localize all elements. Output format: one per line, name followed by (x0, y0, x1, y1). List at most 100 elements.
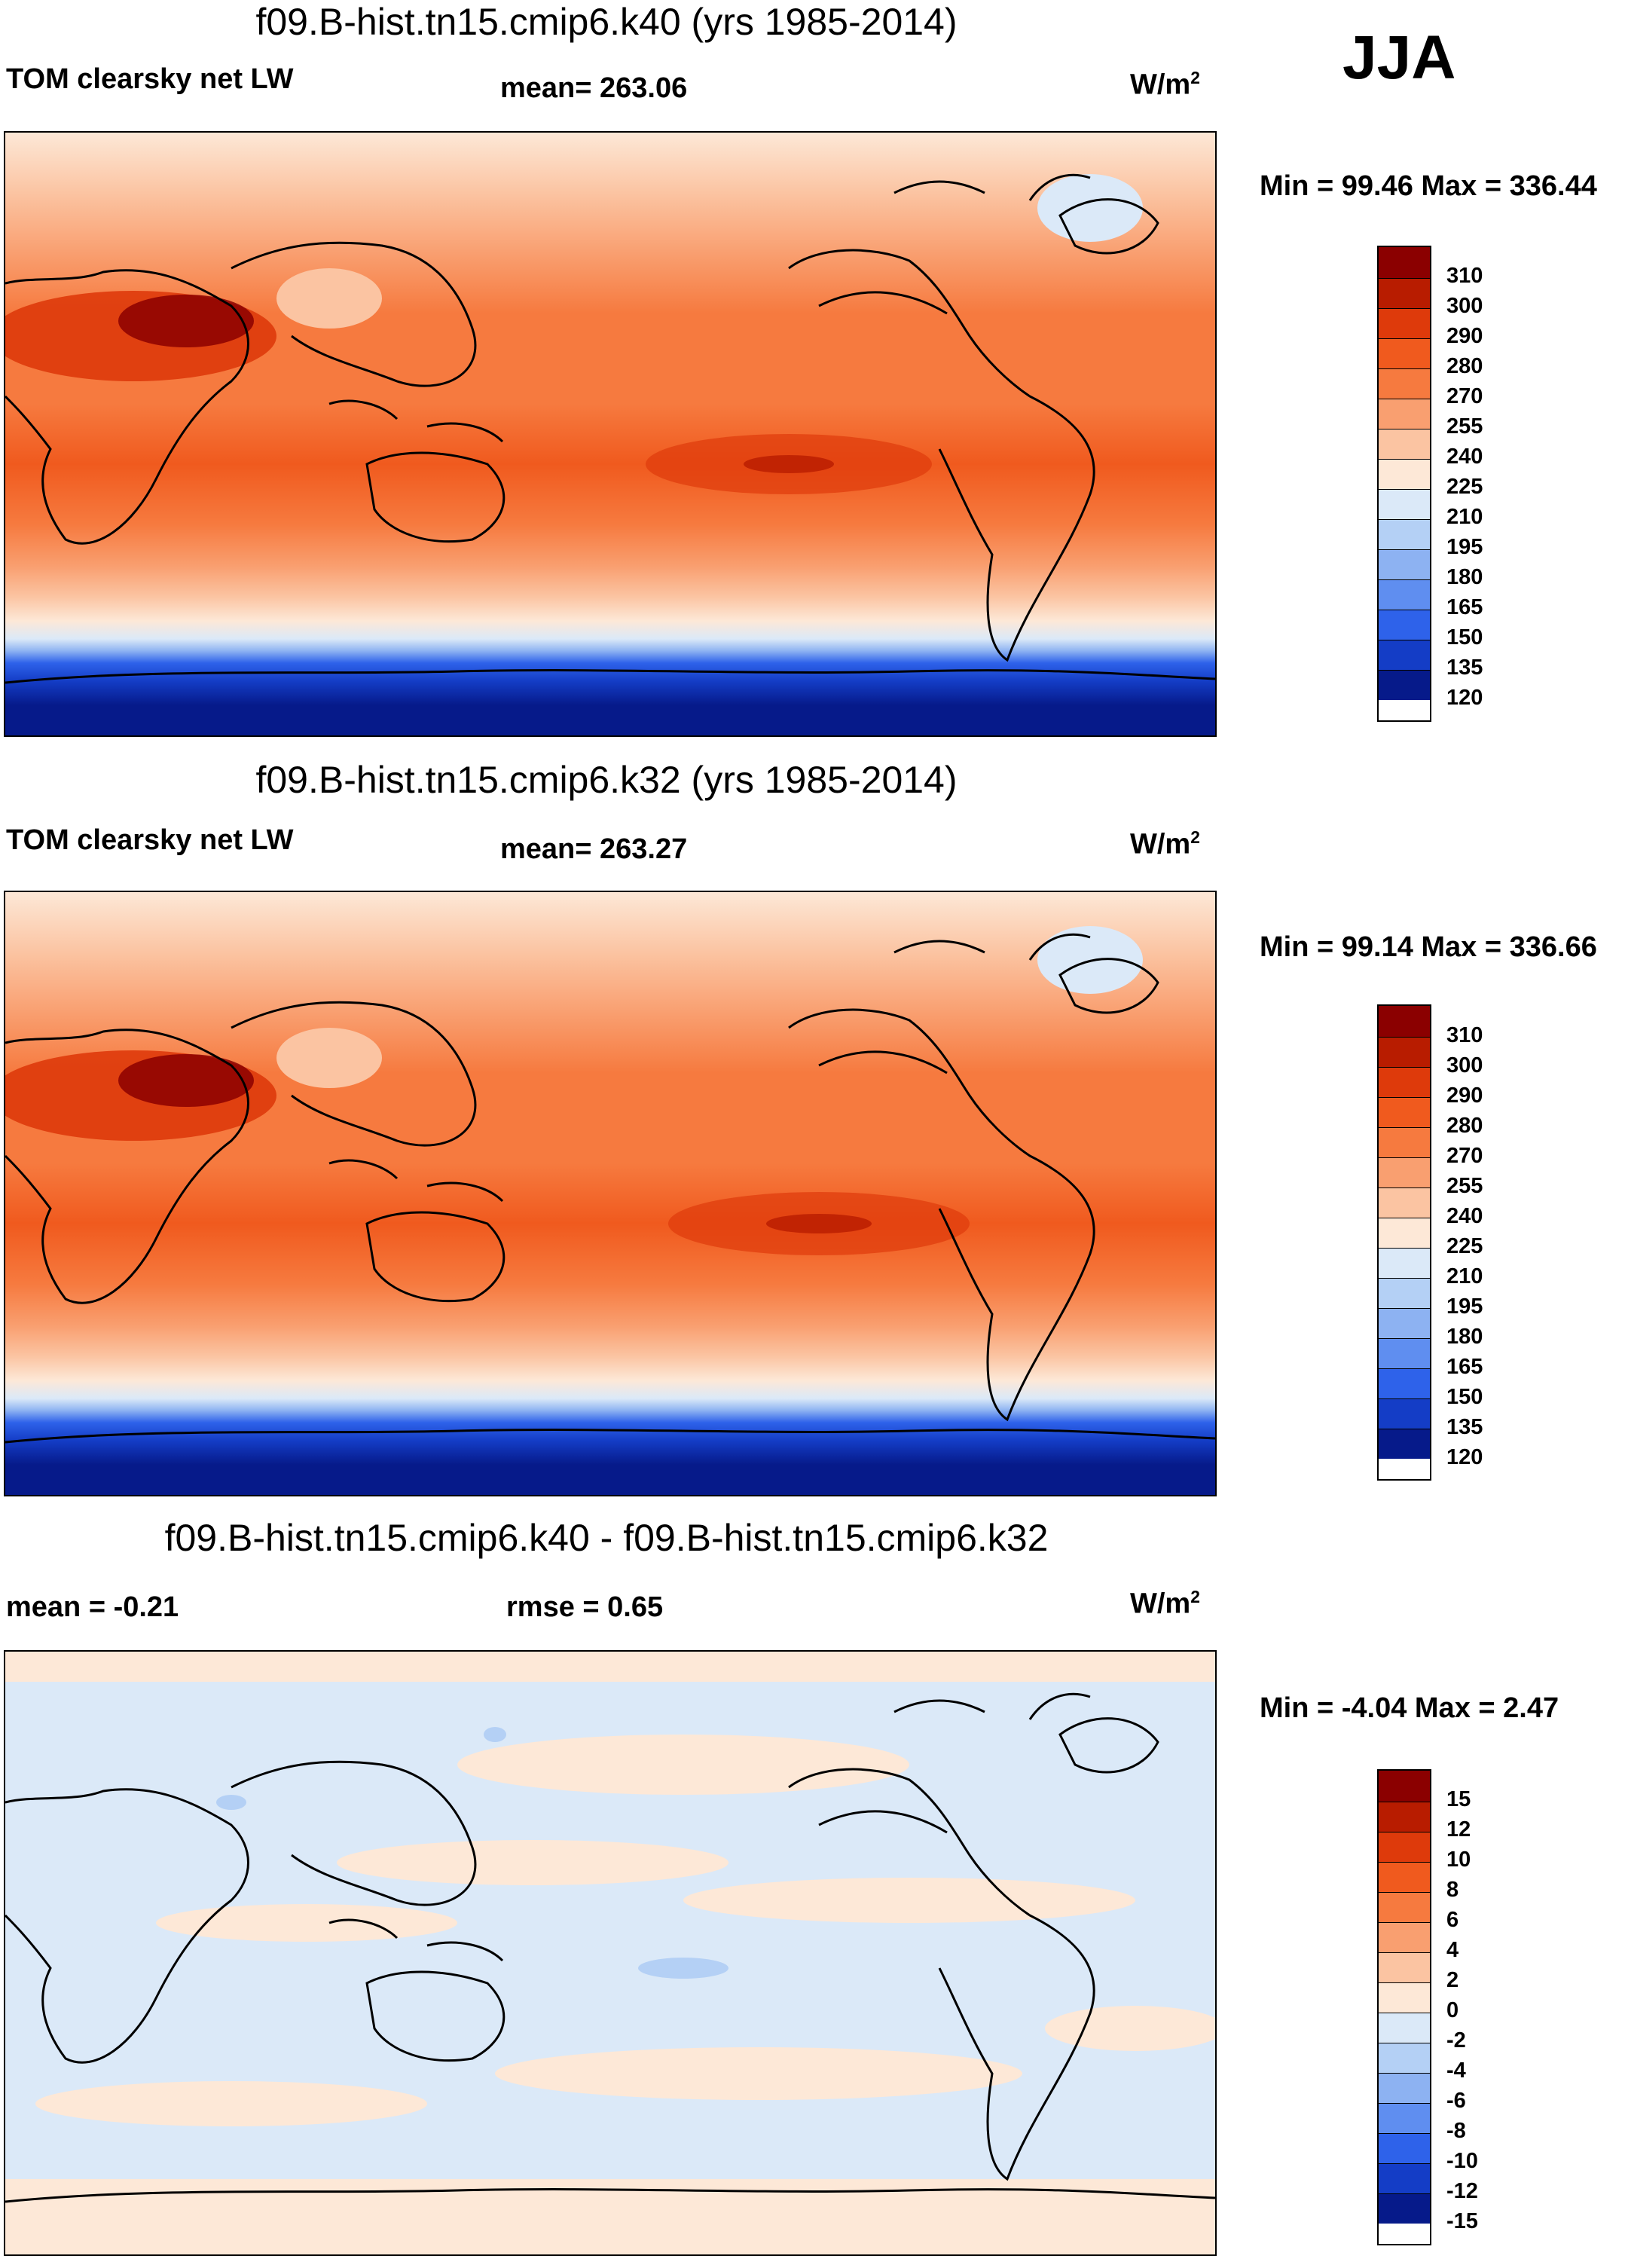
panel-1-field (5, 133, 1215, 735)
colorbar-tick-label: 15 (1446, 1787, 1471, 1811)
panel-2-map (4, 891, 1217, 1496)
panel-3-positive-regions (5, 1652, 1215, 2254)
colorbar-tick-label: 150 (1446, 625, 1483, 650)
colorbar-tick-label: 255 (1446, 414, 1483, 439)
colorbar-tick-label: -6 (1446, 2089, 1466, 2113)
panel-1-mean-label: mean= 263.06 (500, 72, 688, 104)
panel-3-coastlines (5, 1692, 1215, 2203)
colorbar-tick-label: 240 (1446, 445, 1483, 469)
colorbar-box (1379, 278, 1430, 308)
colorbar-box (1379, 459, 1430, 489)
colorbar-box (1379, 610, 1430, 640)
colorbar-box (1379, 1802, 1430, 1832)
panel-1-map-svg (5, 133, 1215, 735)
colorbar-box (1379, 549, 1430, 579)
colorbar-tick-label: 240 (1446, 1204, 1483, 1228)
colorbar-tick-label: 4 (1446, 1938, 1459, 1962)
panel-3-colorbar (1377, 1769, 1431, 2245)
panel-1-colorbar (1377, 246, 1431, 722)
panel-1-minmax: Min = 99.46 Max = 336.44 (1260, 170, 1597, 202)
colorbar-tick-label: 195 (1446, 1294, 1483, 1319)
colorbar-tick-label: 300 (1446, 294, 1483, 318)
colorbar-tick-label: 165 (1446, 595, 1483, 619)
colorbar-tick-label: 12 (1446, 1817, 1471, 1842)
colorbar-box (1379, 1771, 1430, 1802)
colorbar-box (1379, 1127, 1430, 1157)
panel-2-tibet-low (276, 1028, 382, 1088)
colorbar-box (1379, 308, 1430, 338)
colorbar-box (1379, 1067, 1430, 1097)
colorbar-box (1379, 429, 1430, 459)
colorbar-tick-label: 180 (1446, 565, 1483, 589)
colorbar-box (1379, 338, 1430, 368)
panel-2-units: W/m2 (1130, 827, 1200, 860)
colorbar-box (1379, 579, 1430, 610)
panel-2-arabia-max (118, 1054, 254, 1107)
colorbar-box (1379, 1278, 1430, 1308)
colorbar-box (1379, 489, 1430, 519)
colorbar-tick-label: 300 (1446, 1053, 1483, 1077)
colorbar-box (1379, 2013, 1430, 2043)
panel-2-map-svg (5, 892, 1215, 1495)
colorbar-box (1379, 1006, 1430, 1037)
colorbar-tick-label: 225 (1446, 475, 1483, 499)
colorbar-box (1379, 368, 1430, 399)
colorbar-tick-label: -4 (1446, 2059, 1466, 2083)
colorbar-tick-label: 210 (1446, 1264, 1483, 1288)
colorbar-tick-label: 270 (1446, 1144, 1483, 1168)
colorbar-tick-label: 8 (1446, 1878, 1459, 1902)
colorbar-tick-label: 290 (1446, 324, 1483, 348)
colorbar-box (1379, 247, 1430, 278)
colorbar-box (1379, 1218, 1430, 1248)
colorbar-tick-label: 180 (1446, 1325, 1483, 1349)
colorbar-box (1379, 1982, 1430, 2013)
colorbar-tick-label: 280 (1446, 1114, 1483, 1138)
colorbar-tick-label: 165 (1446, 1355, 1483, 1379)
colorbar-box (1379, 2193, 1430, 2224)
panel-3-map (4, 1650, 1217, 2256)
colorbar-tick-label: -10 (1446, 2149, 1478, 2173)
panel-3-negative-spots (216, 1727, 729, 1979)
colorbar-box (1379, 1862, 1430, 1892)
colorbar-box (1379, 1187, 1430, 1218)
colorbar-tick-label: 225 (1446, 1234, 1483, 1258)
panel-2-title: f09.B-hist.tn15.cmip6.k32 (yrs 1985-2014… (255, 759, 958, 801)
colorbar-tick-label: 195 (1446, 535, 1483, 559)
panel-3-minmax: Min = -4.04 Max = 2.47 (1260, 1692, 1559, 1724)
colorbar-tick-label: 2 (1446, 1968, 1459, 1992)
colorbar-tick-label: 210 (1446, 505, 1483, 529)
colorbar-box (1379, 519, 1430, 549)
colorbar-box (1379, 1429, 1430, 1459)
colorbar-tick-label: 6 (1446, 1908, 1459, 1932)
panel-1-title: f09.B-hist.tn15.cmip6.k40 (yrs 1985-2014… (255, 1, 958, 43)
colorbar-box (1379, 1922, 1430, 1952)
colorbar-tick-label: 150 (1446, 1385, 1483, 1409)
season-label: JJA (1342, 23, 1456, 92)
colorbar-box (1379, 2133, 1430, 2163)
colorbar-box (1379, 399, 1430, 429)
panel-1-coastlines (5, 173, 1215, 684)
panel-1-greenland-low (1037, 174, 1143, 242)
panel-2-colorbar (1377, 1004, 1431, 1481)
panel-1-variable-label: TOM clearsky net LW (6, 63, 294, 95)
panel-3-rmse-label: rmse = 0.65 (506, 1591, 664, 1623)
colorbar-box (1379, 1368, 1430, 1398)
panel-2-minmax: Min = 99.14 Max = 336.66 (1260, 931, 1597, 963)
colorbar-box (1379, 1398, 1430, 1429)
colorbar-tick-label: 310 (1446, 264, 1483, 288)
colorbar-box (1379, 670, 1430, 700)
colorbar-box (1379, 640, 1430, 670)
panel-2-coastlines (5, 933, 1215, 1444)
panel-1-tibet-low (276, 268, 382, 329)
panel-1-units: W/m2 (1130, 68, 1200, 101)
colorbar-box (1379, 1892, 1430, 1922)
colorbar-box (1379, 1248, 1430, 1278)
colorbar-tick-label: 255 (1446, 1174, 1483, 1198)
colorbar-tick-label: 120 (1446, 686, 1483, 710)
panel-1-map (4, 131, 1217, 737)
colorbar-tick-label: -8 (1446, 2119, 1466, 2143)
colorbar-tick-label: 10 (1446, 1848, 1471, 1872)
colorbar-tick-label: -12 (1446, 2179, 1478, 2203)
colorbar-box (1379, 1097, 1430, 1127)
colorbar-box (1379, 1832, 1430, 1862)
